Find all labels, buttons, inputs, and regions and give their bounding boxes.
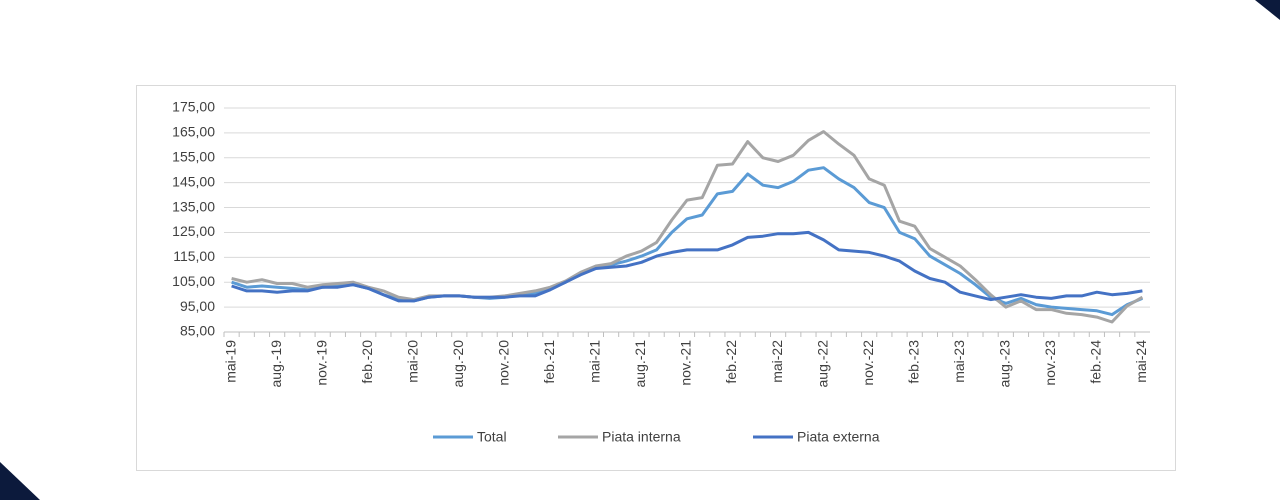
x-tick-label: nov.-20: [496, 340, 512, 386]
y-tick-label: 105,00: [172, 273, 215, 289]
legend-label: Piata interna: [602, 429, 681, 445]
y-tick-label: 135,00: [172, 198, 215, 214]
corner-decoration: [1255, 0, 1280, 20]
y-tick-label: 85,00: [180, 323, 215, 339]
x-tick-label: nov.-22: [860, 340, 876, 386]
x-tick-label: feb.-20: [359, 340, 375, 384]
corner-decoration: [0, 462, 40, 500]
series-line: [231, 130, 1144, 324]
y-tick-label: 155,00: [172, 148, 215, 164]
series-line: [231, 230, 1143, 303]
x-tick-label: aug.-21: [632, 340, 648, 388]
x-tick-label: mai-22: [769, 340, 785, 383]
x-tick-label: mai-20: [404, 340, 420, 383]
x-tick-label: nov.-19: [313, 340, 329, 386]
x-tick-label: mai-23: [951, 340, 967, 383]
x-tick-label: aug.-19: [268, 340, 284, 388]
x-tick-label: mai-21: [587, 340, 603, 383]
x-tick-label: feb.-22: [723, 340, 739, 384]
y-tick-label: 165,00: [172, 124, 215, 140]
x-tick-label: feb.-24: [1088, 340, 1104, 384]
y-tick-label: 175,00: [172, 99, 215, 115]
y-tick-label: 95,00: [180, 298, 215, 314]
x-tick-label: aug.-22: [814, 340, 830, 388]
x-tick-label: aug.-23: [996, 340, 1012, 388]
x-tick-label: feb.-21: [541, 340, 557, 384]
x-tick-label: nov.-23: [1042, 340, 1058, 386]
x-tick-label: mai-24: [1133, 340, 1149, 383]
y-tick-label: 115,00: [173, 248, 215, 264]
y-tick-label: 145,00: [172, 173, 215, 189]
y-tick-label: 125,00: [172, 223, 215, 239]
chart-frame: [136, 85, 1176, 471]
x-tick-label: feb.-23: [905, 340, 921, 384]
x-tick-label: mai-19: [222, 340, 238, 383]
legend-label: Total: [477, 429, 507, 445]
x-tick-label: aug.-20: [450, 340, 466, 388]
legend-label: Piata externa: [797, 429, 880, 445]
x-tick-label: nov.-21: [678, 340, 694, 386]
